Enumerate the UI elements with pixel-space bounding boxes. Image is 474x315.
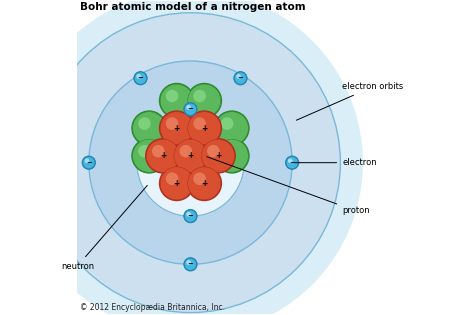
Text: neutron: neutron [61,186,147,271]
Circle shape [214,110,250,146]
Text: −: − [86,160,92,166]
Circle shape [133,139,165,172]
Circle shape [188,112,221,145]
Text: −: − [188,106,193,112]
Circle shape [41,13,340,312]
Text: +: + [201,124,208,133]
Circle shape [186,165,222,201]
Circle shape [133,112,165,145]
Circle shape [207,145,220,158]
Circle shape [201,139,235,172]
Circle shape [215,112,248,145]
Circle shape [188,167,221,200]
Text: electron orbits: electron orbits [296,82,403,120]
Circle shape [133,71,147,85]
Circle shape [82,157,95,169]
Circle shape [159,165,194,201]
Circle shape [180,145,192,158]
Circle shape [180,117,192,130]
Circle shape [186,110,222,146]
Circle shape [193,117,206,130]
Circle shape [131,110,167,146]
Circle shape [160,167,193,200]
Circle shape [233,71,247,85]
Circle shape [166,117,178,130]
Circle shape [166,172,178,185]
Circle shape [18,0,363,315]
Circle shape [285,156,299,170]
Circle shape [82,156,96,170]
Text: −: − [289,160,295,166]
Circle shape [160,112,193,145]
Circle shape [288,158,292,163]
Circle shape [138,145,151,158]
Circle shape [184,210,197,222]
Circle shape [186,105,191,110]
Text: −: − [237,75,243,81]
Circle shape [183,257,198,272]
Circle shape [160,84,193,117]
Circle shape [188,84,221,117]
Text: +: + [160,151,166,160]
Text: +: + [215,151,221,160]
Circle shape [137,110,244,215]
Circle shape [221,117,234,130]
Text: +: + [173,124,180,133]
Circle shape [174,112,207,145]
Circle shape [234,72,246,84]
Circle shape [193,90,206,102]
Circle shape [159,83,194,118]
Circle shape [146,139,180,172]
Circle shape [183,102,198,116]
Circle shape [152,145,164,158]
Circle shape [134,72,147,84]
Circle shape [145,138,181,174]
Circle shape [137,74,141,79]
Text: Bohr atomic model of a nitrogen atom: Bohr atomic model of a nitrogen atom [80,3,306,12]
Circle shape [215,139,248,172]
Text: −: − [188,261,193,267]
Circle shape [193,172,206,185]
Circle shape [166,90,178,102]
Circle shape [236,74,241,79]
Text: © 2012 Encyclopædia Britannica, Inc.: © 2012 Encyclopædia Britannica, Inc. [80,302,225,312]
Circle shape [137,109,244,216]
Text: +: + [187,151,193,160]
Circle shape [186,83,222,118]
Text: proton: proton [207,157,370,215]
Circle shape [214,138,250,174]
Circle shape [89,61,292,264]
Circle shape [184,103,197,116]
Circle shape [221,145,234,158]
Text: +: + [173,179,180,188]
Text: −: − [188,213,193,219]
Circle shape [159,110,194,146]
Text: electron: electron [295,158,377,167]
Circle shape [173,138,209,174]
Text: +: + [201,179,208,188]
Circle shape [200,138,236,174]
Text: −: − [137,75,144,81]
Circle shape [173,110,209,146]
Circle shape [186,212,191,217]
Circle shape [183,209,198,223]
Circle shape [84,158,89,163]
Circle shape [184,258,197,271]
Circle shape [286,157,298,169]
Circle shape [174,139,207,172]
Circle shape [138,117,151,130]
Circle shape [131,138,167,174]
Circle shape [186,260,191,265]
